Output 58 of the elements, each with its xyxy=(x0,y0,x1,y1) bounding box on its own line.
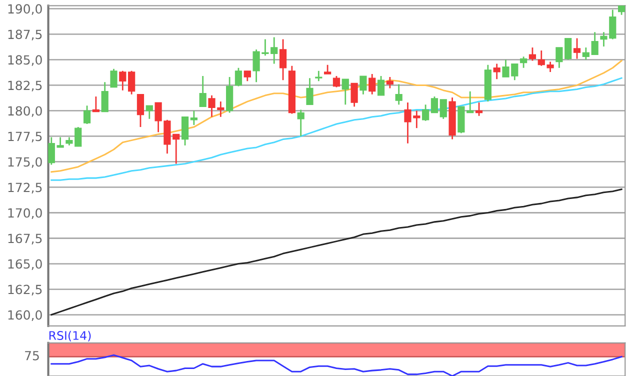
y-tick-label: 177,5 xyxy=(8,132,42,142)
y-tick-label: 185,0 xyxy=(8,55,42,66)
line-series xyxy=(50,60,622,173)
y-tick-label: 190,0 xyxy=(8,4,42,15)
candlestick xyxy=(48,136,55,166)
candlestick xyxy=(83,104,91,125)
candlestick xyxy=(324,64,332,75)
y-tick-label: 167,5 xyxy=(8,234,42,244)
candlestick xyxy=(582,46,590,60)
y-tick-label: 160,0 xyxy=(8,310,42,321)
candlestick xyxy=(119,70,126,92)
candlestick xyxy=(564,38,572,60)
candlestick xyxy=(440,98,447,120)
candlestick xyxy=(377,75,385,96)
candlestick xyxy=(430,96,438,114)
candlestick xyxy=(342,78,349,106)
text: 75 xyxy=(25,351,39,360)
candlestick xyxy=(395,84,402,106)
candlestick xyxy=(475,102,483,117)
candlestick xyxy=(493,63,500,80)
candlestick xyxy=(332,75,340,88)
candlestick xyxy=(56,136,64,148)
y-tick-label: 175,0 xyxy=(8,157,42,168)
y-tick-label: 170,0 xyxy=(8,208,42,219)
candlestick xyxy=(368,73,376,96)
candlestick xyxy=(244,70,251,82)
y-tick-label: 165,0 xyxy=(8,259,42,270)
candlestick xyxy=(422,104,430,122)
candlestick xyxy=(279,38,287,81)
candlestick xyxy=(386,76,394,89)
series-label: RSI(14) xyxy=(49,330,91,342)
y-tick-label: 182,5 xyxy=(8,80,42,92)
y-tick-label: 172,5 xyxy=(8,182,42,194)
candlestick xyxy=(350,82,358,108)
y-tick-label: 162,5 xyxy=(8,284,42,296)
candlestick xyxy=(528,46,536,62)
candlestick xyxy=(146,104,153,120)
candlestick xyxy=(520,56,528,69)
y-tick-label: 180,0 xyxy=(8,106,42,117)
candlestick xyxy=(315,70,322,82)
candlestick xyxy=(573,38,581,60)
candlestick xyxy=(136,94,144,128)
y-tick-label: 187,5 xyxy=(8,30,42,40)
candlestick xyxy=(297,109,304,137)
candlestick xyxy=(128,70,136,96)
candlestick xyxy=(199,75,206,108)
candlestick xyxy=(234,67,242,87)
candlestick xyxy=(556,46,563,69)
candlestick xyxy=(110,68,118,88)
candlestick xyxy=(360,75,367,96)
candlestick xyxy=(92,96,100,112)
candlestick xyxy=(306,77,314,106)
candlestick xyxy=(181,116,189,146)
candlestick xyxy=(101,81,108,112)
line-series xyxy=(50,188,622,316)
line-series xyxy=(50,77,622,181)
candlestick xyxy=(591,31,598,56)
candlestick xyxy=(190,110,198,126)
